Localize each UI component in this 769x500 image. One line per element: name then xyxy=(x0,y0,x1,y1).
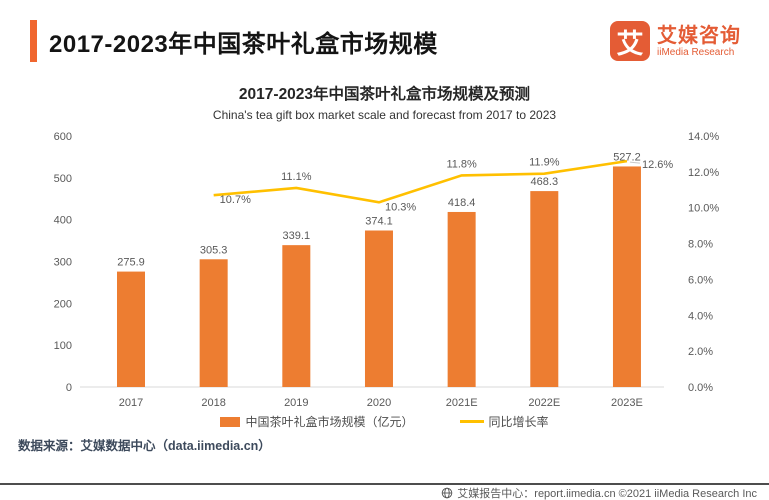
legend-label-market-scale: 中国茶叶礼盒市场规模（亿元） xyxy=(245,415,414,429)
svg-text:14.0%: 14.0% xyxy=(688,131,719,143)
legend-label-growth-rate: 同比增长率 xyxy=(488,415,549,429)
svg-text:12.0%: 12.0% xyxy=(688,167,719,179)
svg-text:2017: 2017 xyxy=(119,397,143,409)
legend-item-market-scale: 中国茶叶礼盒市场规模（亿元） xyxy=(220,413,414,430)
svg-text:100: 100 xyxy=(54,340,72,352)
svg-text:2019: 2019 xyxy=(284,397,308,409)
svg-text:10.7%: 10.7% xyxy=(220,194,251,206)
svg-text:11.1%: 11.1% xyxy=(281,171,312,183)
iimedia-logo: 艾 艾媒咨询 iiMedia Research xyxy=(610,21,741,61)
svg-text:339.1: 339.1 xyxy=(283,230,311,242)
footer-text: 艾媒报告中心：report.iimedia.cn ©2021 iiMedia R… xyxy=(457,487,757,500)
svg-text:2021E: 2021E xyxy=(446,397,478,409)
svg-text:10.3%: 10.3% xyxy=(385,201,416,213)
svg-text:527.2: 527.2 xyxy=(613,151,641,163)
svg-text:11.9%: 11.9% xyxy=(529,157,560,169)
svg-text:418.4: 418.4 xyxy=(448,197,476,209)
iimedia-logo-text: 艾媒咨询 iiMedia Research xyxy=(657,25,741,58)
logo-name-zh: 艾媒咨询 xyxy=(657,24,741,47)
chart-legend: 中国茶叶礼盒市场规模（亿元） 同比增长率 xyxy=(0,413,769,430)
svg-text:0: 0 xyxy=(66,382,72,394)
market-scale-chart: 0 100 200 300 400 500 600 0.0% 2.0% 4.0% 6.0% 8.0% 1… xyxy=(54,131,720,409)
svg-text:2022E: 2022E xyxy=(528,397,560,409)
svg-text:2023E: 2023E xyxy=(611,397,643,409)
svg-text:468.3: 468.3 xyxy=(531,176,559,188)
svg-text:200: 200 xyxy=(54,298,72,310)
legend-item-growth-rate: 同比增长率 xyxy=(459,413,549,430)
svg-text:2020: 2020 xyxy=(367,397,391,409)
svg-text:8.0%: 8.0% xyxy=(688,239,713,251)
svg-text:275.9: 275.9 xyxy=(117,257,145,269)
svg-text:12.6%: 12.6% xyxy=(642,159,673,171)
report-footer: 艾媒报告中心：report.iimedia.cn ©2021 iiMedia R… xyxy=(0,483,769,500)
chart-subtitle: China's tea gift box market scale and fo… xyxy=(212,108,557,122)
chart-header: 2017-2023年中国茶叶礼盒市场规模及预测 China's tea gift… xyxy=(0,82,769,122)
iimedia-logo-icon: 艾 xyxy=(610,21,650,61)
svg-text:400: 400 xyxy=(54,215,72,227)
title-accent-bar xyxy=(30,20,37,62)
globe-icon xyxy=(442,487,453,498)
svg-text:500: 500 xyxy=(54,173,72,185)
svg-text:6.0%: 6.0% xyxy=(688,274,713,286)
svg-text:11.8%: 11.8% xyxy=(446,158,477,170)
bar-swatch-icon xyxy=(220,416,241,427)
page-title: 2017-2023年中国茶叶礼盒市场规模 xyxy=(49,30,438,58)
svg-text:2018: 2018 xyxy=(201,397,225,409)
svg-text:4.0%: 4.0% xyxy=(688,310,713,322)
data-source-note: 数据来源：艾媒数据中心（data.iimedia.cn） xyxy=(18,439,271,453)
svg-text:300: 300 xyxy=(54,257,72,269)
svg-text:374.1: 374.1 xyxy=(365,216,393,228)
svg-text:10.0%: 10.0% xyxy=(688,203,719,215)
svg-text:600: 600 xyxy=(54,131,72,143)
chart-title: 2017-2023年中国茶叶礼盒市场规模及预测 xyxy=(238,86,531,103)
line-swatch-icon xyxy=(459,420,484,423)
report-header: 2017-2023年中国茶叶礼盒市场规模 艾 艾媒咨询 iiMedia Rese… xyxy=(0,0,769,62)
logo-name-en: iiMedia Research xyxy=(657,46,735,58)
svg-text:2.0%: 2.0% xyxy=(688,346,713,358)
svg-text:0.0%: 0.0% xyxy=(688,382,713,394)
svg-text:305.3: 305.3 xyxy=(200,244,228,256)
